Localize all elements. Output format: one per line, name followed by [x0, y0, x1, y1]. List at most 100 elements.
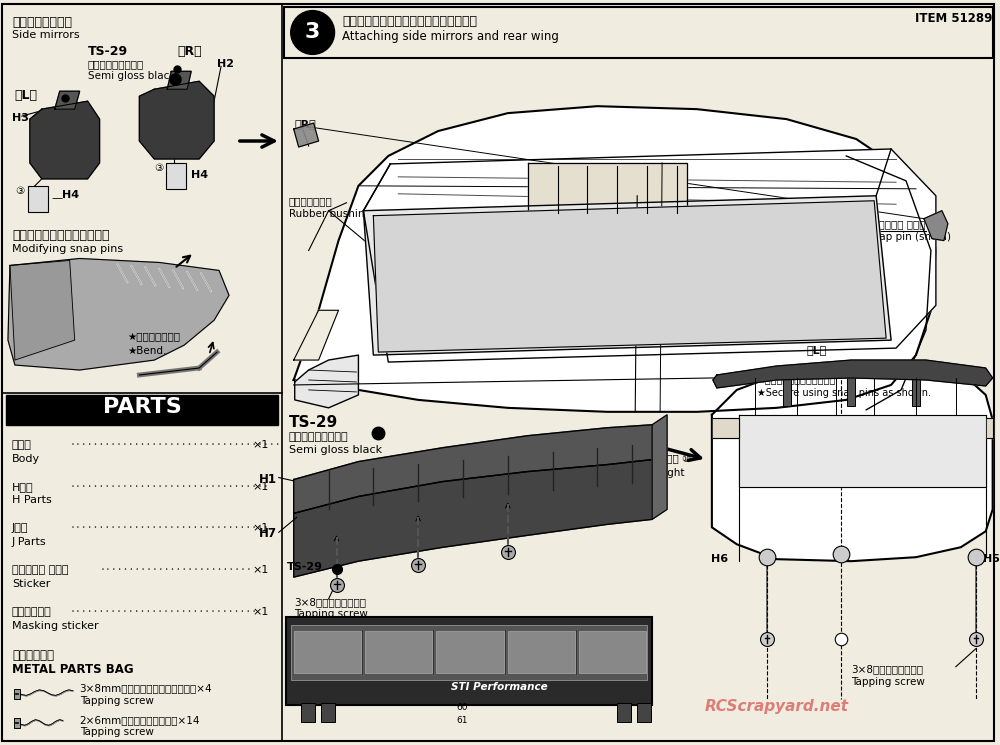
Polygon shape: [363, 149, 936, 362]
Bar: [291, 625, 647, 679]
Polygon shape: [55, 91, 80, 110]
Text: ★ボディ内側で固定します。: ★ボディ内側で固定します。: [757, 375, 836, 385]
Text: 《R》: 《R》: [295, 119, 316, 129]
Text: Sticker: Sticker: [12, 579, 50, 589]
Text: 3×8mmタッピングビス　・・・・×4: 3×8mmタッピングビス ・・・・×4: [80, 684, 212, 694]
Text: TS-29: TS-29: [88, 45, 128, 58]
Bar: [14, 718, 20, 729]
Text: —: —: [52, 193, 63, 203]
Text: H7: H7: [259, 527, 277, 540]
Text: 《サイドミラー、ウイングの取り付け》: 《サイドミラー、ウイングの取り付け》: [342, 15, 477, 28]
Text: RCScrapyard.net: RCScrapyard.net: [705, 699, 849, 714]
Text: 《サイドミラー》: 《サイドミラー》: [12, 16, 72, 28]
Text: 《R》: 《R》: [177, 45, 202, 58]
Text: TS-29: TS-29: [287, 562, 323, 572]
Text: 60: 60: [456, 703, 468, 711]
Text: Tapping screw: Tapping screw: [80, 696, 154, 706]
Text: ⑨右側 ⑩: ⑨右側 ⑩: [657, 454, 691, 465]
Polygon shape: [294, 107, 936, 412]
Text: Masking sticker: Masking sticker: [12, 621, 99, 631]
Text: H4: H4: [62, 190, 79, 200]
Text: ··························: ··························: [100, 565, 252, 575]
Polygon shape: [528, 163, 687, 216]
Text: Side mirrors: Side mirrors: [12, 31, 80, 40]
Text: Tapping screw: Tapping screw: [851, 676, 925, 687]
Text: マスクシール: マスクシール: [12, 607, 52, 617]
Bar: [361, 629, 363, 675]
Bar: [365, 631, 432, 673]
Text: Tapping screw: Tapping screw: [80, 727, 154, 738]
Bar: [575, 629, 577, 675]
Bar: [432, 629, 434, 675]
Text: ×1: ×1: [252, 440, 269, 450]
Polygon shape: [294, 425, 652, 513]
Text: Semi gloss black: Semi gloss black: [88, 72, 175, 81]
Text: TS-29: TS-29: [289, 415, 338, 430]
Text: 61: 61: [456, 717, 468, 726]
Text: Semi gloss black: Semi gloss black: [289, 445, 382, 454]
Text: H部品: H部品: [12, 481, 34, 492]
Bar: [508, 631, 575, 673]
Text: セミグロスブラック: セミグロスブラック: [289, 432, 348, 442]
Polygon shape: [10, 261, 75, 360]
Bar: [301, 703, 315, 723]
Polygon shape: [8, 259, 229, 370]
Text: H1: H1: [259, 472, 277, 486]
Text: ×1: ×1: [252, 523, 269, 533]
Polygon shape: [294, 123, 319, 147]
Polygon shape: [739, 415, 986, 487]
Polygon shape: [167, 72, 191, 89]
Text: J Parts: J Parts: [12, 537, 47, 548]
Polygon shape: [713, 360, 993, 388]
Text: ································: ································: [70, 607, 258, 617]
Text: Snap pin (small): Snap pin (small): [866, 232, 951, 241]
Polygon shape: [712, 368, 993, 561]
Polygon shape: [987, 418, 993, 438]
Polygon shape: [363, 196, 891, 355]
Text: ★折り曲げます。: ★折り曲げます。: [127, 332, 180, 342]
Text: H Parts: H Parts: [12, 495, 52, 505]
Text: Body: Body: [12, 454, 40, 463]
Bar: [617, 703, 631, 723]
Text: 《スナップピンの折り曲げ》: 《スナップピンの折り曲げ》: [12, 229, 109, 241]
Bar: [436, 631, 504, 673]
Text: Right: Right: [657, 468, 685, 478]
Text: H3: H3: [12, 113, 29, 123]
Text: 2×6mmタッピングビス　・×14: 2×6mmタッピングビス ・×14: [80, 715, 200, 726]
Bar: [504, 629, 506, 675]
Bar: [294, 631, 361, 673]
Text: H2: H2: [217, 60, 234, 69]
Text: Tapping screw: Tapping screw: [294, 609, 368, 619]
Polygon shape: [373, 200, 886, 352]
Bar: [321, 703, 335, 723]
Text: 《L》: 《L》: [806, 345, 827, 355]
Text: ③: ③: [15, 186, 24, 196]
Bar: [28, 186, 48, 212]
Text: ×1: ×1: [252, 565, 269, 575]
Text: 61: 61: [836, 634, 847, 644]
Text: J部品: J部品: [12, 523, 28, 533]
Text: 60: 60: [835, 549, 847, 558]
Text: ··································: ··································: [70, 481, 269, 492]
Text: 3×8㎜タッピングビス: 3×8㎜タッピングビス: [294, 597, 366, 607]
Polygon shape: [294, 310, 339, 360]
Text: ラバーブッシュ: ラバーブッシュ: [289, 196, 332, 206]
Text: 3: 3: [305, 22, 320, 42]
Text: H4: H4: [191, 170, 208, 180]
Text: ×1: ×1: [252, 607, 269, 617]
Text: Attaching side mirrors and rear wing: Attaching side mirrors and rear wing: [342, 30, 559, 42]
Polygon shape: [713, 418, 739, 438]
Text: ★Bend.: ★Bend.: [127, 346, 167, 356]
Polygon shape: [295, 355, 358, 408]
Bar: [286, 617, 652, 705]
Circle shape: [291, 10, 335, 54]
Bar: [14, 688, 20, 699]
Bar: [6, 395, 278, 425]
Text: ステッカー ⓐ、ⓑ: ステッカー ⓐ、ⓑ: [12, 565, 68, 575]
Text: ★Secure using snap pins as shown.: ★Secure using snap pins as shown.: [757, 388, 931, 398]
Bar: [637, 703, 651, 723]
Text: 《L》: 《L》: [14, 89, 37, 102]
Polygon shape: [294, 460, 652, 577]
Text: ITEM 51289: ITEM 51289: [915, 12, 993, 25]
Text: ③: ③: [154, 163, 164, 173]
